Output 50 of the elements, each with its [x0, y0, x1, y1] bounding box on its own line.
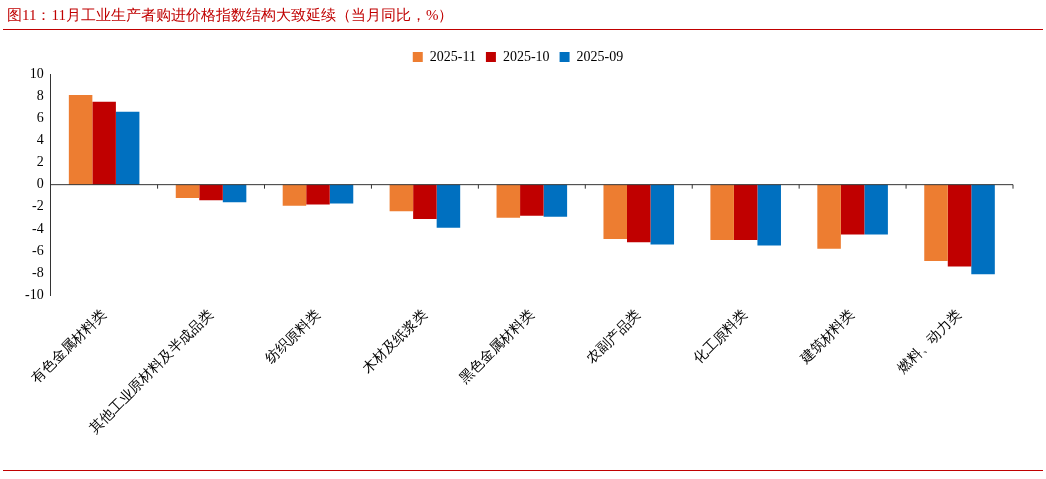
bar: [627, 184, 651, 243]
bar: [733, 184, 758, 240]
chart-title: 图11：11月工业生产者购进价格指数结构大致延续（当月同比，%）: [3, 0, 1043, 30]
bar: [175, 184, 200, 198]
legend-label: 2025-09: [576, 48, 624, 64]
bar: [757, 184, 781, 246]
bar: [864, 184, 888, 235]
bar: [924, 184, 948, 262]
bar: [329, 184, 354, 204]
x-tick-label: 燃料、动力类: [894, 306, 965, 377]
x-tick-label: 黑色金属材料类: [456, 306, 537, 387]
x-tick-label: 化工原料类: [690, 306, 751, 367]
bar: [222, 184, 247, 203]
bar: [520, 184, 544, 216]
bar: [389, 184, 414, 212]
legend-label: 2025-11: [429, 48, 476, 64]
y-tick-label: 4: [36, 132, 44, 148]
bar: [306, 184, 330, 205]
bar: [199, 184, 223, 201]
y-tick-label: -4: [31, 220, 44, 236]
bar: [650, 184, 675, 245]
bar: [413, 184, 437, 219]
bar: [603, 184, 627, 239]
x-tick-label: 木材及纸浆类: [359, 306, 430, 377]
bar: [840, 184, 865, 235]
y-tick-label: -8: [31, 264, 44, 280]
x-tick-label: 建筑材料类: [796, 306, 858, 368]
bar: [971, 184, 995, 275]
y-tick-label: 0: [36, 176, 44, 192]
y-tick-label: 2: [36, 154, 44, 170]
legend-label: 2025-10: [502, 48, 550, 64]
bar: [115, 111, 140, 185]
x-tick-label: 农副产品类: [583, 306, 644, 367]
bar: [436, 184, 461, 228]
bar: [817, 184, 841, 249]
y-tick-label: 10: [29, 65, 44, 81]
x-tick-label: 有色金属材料类: [28, 306, 109, 387]
y-tick-label: -6: [31, 242, 44, 258]
y-tick-label: -2: [31, 198, 44, 214]
y-tick-label: 6: [36, 109, 44, 125]
y-tick-label: -10: [24, 287, 44, 302]
bar: [543, 184, 568, 217]
bar: [282, 184, 307, 206]
bar: [92, 101, 116, 185]
bar: [68, 95, 93, 185]
bar: [496, 184, 521, 218]
bar: [710, 184, 734, 240]
bar: [947, 184, 972, 267]
y-tick-label: 8: [36, 87, 44, 103]
x-tick-label: 纺织原料类: [262, 306, 323, 367]
